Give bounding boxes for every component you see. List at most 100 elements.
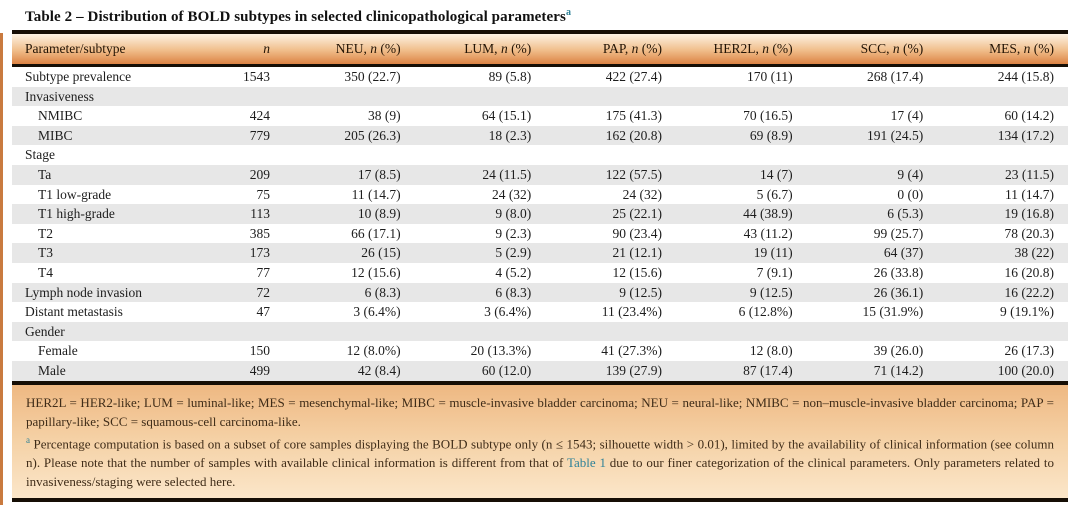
cell-pap: 12 (15.6) bbox=[612, 264, 662, 280]
cell-neu: 350 (22.7) bbox=[344, 69, 401, 84]
cell-mes: 134 (17.2) bbox=[937, 125, 1068, 146]
table-header: Parameter/subtype n NEU, n (%) LUM, n (%… bbox=[12, 30, 1068, 67]
table-row: T2 385 66 (17.1) 9 (2.3) 90 (23.4) 43 (11.2) 9… bbox=[12, 224, 1068, 244]
footnote-italic-n: n bbox=[26, 454, 33, 470]
cell-her2l: 87 (17.4) bbox=[675, 360, 807, 381]
table-row: Stage bbox=[12, 145, 1068, 165]
cell-neu: 42 (8.4) bbox=[284, 360, 415, 381]
cell-n: 75 bbox=[256, 186, 271, 202]
footnote-text: ). Please note that the number of sample… bbox=[32, 454, 567, 470]
cell-lum: 9 (8.0) bbox=[414, 204, 546, 224]
column-header-label: MES, bbox=[989, 41, 1024, 56]
cell-neu: 38 (9) bbox=[368, 108, 401, 124]
footnote-italic-n: n bbox=[545, 435, 553, 451]
cell-neu: 17 (8.5) bbox=[284, 164, 415, 185]
cell-scc: 99 (25.7) bbox=[873, 225, 924, 241]
cell-n: 424 bbox=[249, 108, 270, 124]
table-title-text: Table 2 – Distribution of BOLD subtypes … bbox=[25, 9, 566, 25]
cell-pap: 162 (20.8) bbox=[545, 125, 676, 146]
cell-mes: 26 (17.3) bbox=[1004, 343, 1055, 359]
cell-pap: 9 (12.5) bbox=[545, 282, 676, 303]
table-1-link[interactable]: Table 1 bbox=[566, 454, 606, 470]
cell-lum bbox=[415, 145, 546, 165]
cell-mes: 23 (11.5) bbox=[937, 164, 1068, 185]
cell-scc: 0 (0) bbox=[897, 186, 924, 202]
cell-pap bbox=[545, 86, 676, 107]
column-header-n-italic: n bbox=[370, 41, 378, 56]
column-header-mes: MES, n (%) bbox=[937, 30, 1068, 67]
cell-lum: 5 (2.9) bbox=[414, 243, 546, 263]
table-row: Distant metastasis 47 3 (6.4%) 3 (6.4%) 11 (… bbox=[12, 302, 1068, 322]
cell-her2l: 69 (8.9) bbox=[675, 125, 807, 146]
cell-scc: 15 (31.9%) bbox=[862, 304, 924, 320]
column-header-n: n bbox=[215, 30, 284, 67]
cell-her2l: 70 (16.5) bbox=[743, 108, 793, 124]
table-body: Subtype prevalence 1543 350 (22.7) 89 (5.8)… bbox=[12, 66, 1068, 381]
column-header-parameter: Parameter/subtype bbox=[12, 30, 215, 67]
column-header-label: SCC, bbox=[860, 41, 893, 56]
column-header-n-italic: n bbox=[1023, 41, 1031, 56]
column-header-n-italic: n bbox=[892, 41, 900, 56]
column-header-n-italic: n bbox=[500, 41, 508, 56]
row-label: T3 bbox=[12, 243, 215, 263]
cell-pap: 41 (27.3%) bbox=[601, 343, 662, 359]
cell-lum: 89 (5.8) bbox=[488, 69, 532, 84]
cell-n: 113 bbox=[215, 204, 284, 224]
row-label: Lymph node invasion bbox=[12, 282, 215, 303]
table-row: T1 low-grade 75 11 (14.7) 24 (32) 24 (32) 5 (… bbox=[12, 185, 1068, 205]
table-row: T4 77 12 (15.6) 4 (5.2) 12 (15.6) 7 (9.1) 26 (… bbox=[12, 263, 1068, 283]
cell-neu: 205 (26.3) bbox=[284, 125, 415, 146]
row-label: NMIBC bbox=[38, 108, 83, 124]
cell-neu bbox=[284, 145, 415, 165]
cell-scc bbox=[806, 86, 938, 107]
cell-neu bbox=[284, 321, 415, 342]
column-header-suffix: (%) bbox=[1030, 41, 1054, 56]
column-header-lum: LUM, n (%) bbox=[414, 30, 546, 67]
cell-lum: 20 (13.3%) bbox=[470, 343, 532, 359]
cell-pap: 25 (22.1) bbox=[545, 204, 676, 224]
row-label: Male bbox=[12, 360, 215, 381]
column-header-scc: SCC, n (%) bbox=[806, 30, 938, 67]
cell-scc: 64 (37) bbox=[806, 243, 938, 263]
footnote-text: due to our finer categorization of the c… bbox=[26, 454, 1054, 489]
cell-scc: 26 (33.8) bbox=[873, 264, 924, 280]
row-label: Female bbox=[38, 343, 78, 359]
column-header-n-italic: n bbox=[631, 41, 639, 56]
cell-pap: 139 (27.9) bbox=[545, 360, 676, 381]
cell-scc: 71 (14.2) bbox=[806, 360, 938, 381]
cell-lum: 64 (15.1) bbox=[481, 108, 532, 124]
cell-mes: 9 (19.1%) bbox=[1000, 304, 1054, 320]
table-row: Male 499 42 (8.4) 60 (12.0) 139 (27.9) 87 (17… bbox=[12, 360, 1068, 381]
column-header-her2l: HER2L, n (%) bbox=[675, 30, 807, 67]
column-header-label: Parameter/subtype bbox=[25, 41, 126, 56]
cell-her2l: 14 (7) bbox=[675, 164, 807, 185]
cell-mes: 78 (20.3) bbox=[1004, 225, 1055, 241]
cell-mes: 16 (20.8) bbox=[1004, 264, 1055, 280]
table-row: MIBC 779 205 (26.3) 18 (2.3) 162 (20.8) 69 (8… bbox=[12, 125, 1068, 146]
cell-her2l: 5 (6.7) bbox=[756, 186, 793, 202]
table-footer: HER2L = HER2-like; LUM = luminal-like; M… bbox=[12, 384, 1068, 502]
cell-n: 47 bbox=[256, 304, 271, 320]
cell-neu: 11 (14.7) bbox=[351, 186, 401, 202]
table-title: Table 2 – Distribution of BOLD subtypes … bbox=[0, 0, 1080, 30]
column-header-label: LUM, bbox=[464, 41, 501, 56]
table-row: T3 173 26 (15) 5 (2.9) 21 (12.1) 19 (11) 64 (3… bbox=[12, 243, 1068, 263]
row-label: Invasiveness bbox=[12, 86, 215, 107]
abbreviations-note: HER2L = HER2-like; LUM = luminal-like; M… bbox=[26, 393, 1054, 431]
cell-lum: 4 (5.2) bbox=[495, 264, 532, 280]
cell-mes: 244 (15.8) bbox=[997, 69, 1054, 84]
cell-n: 779 bbox=[215, 125, 284, 146]
column-header-pap: PAP, n (%) bbox=[545, 30, 676, 67]
cell-mes bbox=[937, 145, 1068, 165]
cell-pap bbox=[545, 145, 676, 165]
cell-her2l bbox=[675, 321, 807, 342]
row-label: T2 bbox=[38, 225, 53, 241]
cell-neu: 66 (17.1) bbox=[351, 225, 401, 241]
cell-lum: 24 (32) bbox=[491, 186, 532, 202]
cell-her2l bbox=[675, 86, 807, 107]
row-label: Gender bbox=[12, 321, 215, 342]
cell-neu: 12 (15.6) bbox=[351, 264, 401, 280]
row-label: Subtype prevalence bbox=[25, 69, 132, 84]
column-header-label: NEU, bbox=[335, 41, 371, 56]
cell-neu: 6 (8.3) bbox=[284, 282, 415, 303]
